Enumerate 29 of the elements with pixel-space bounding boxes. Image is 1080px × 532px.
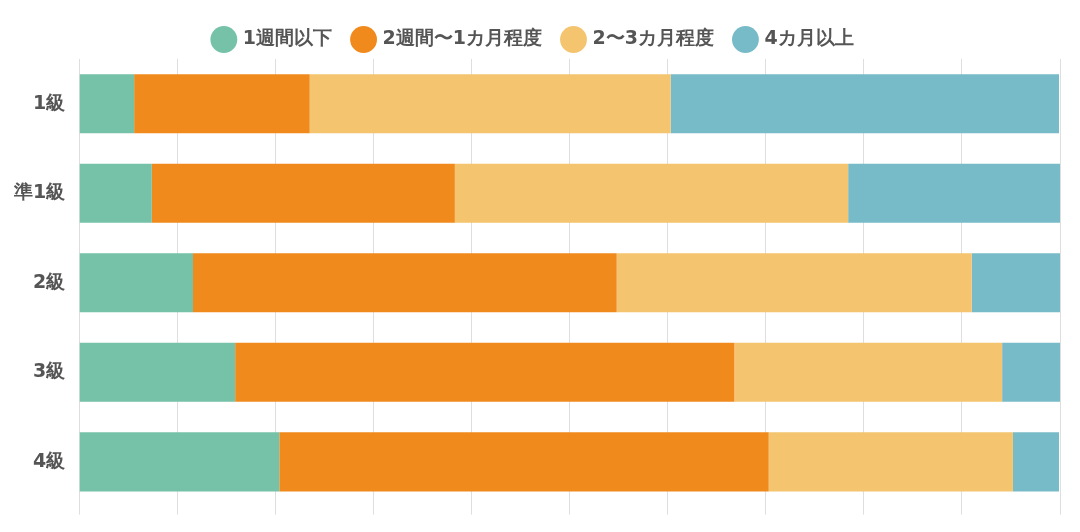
bar [616,253,972,313]
bar [79,253,193,313]
y-tick-label: 1級 [32,90,66,113]
bar [79,74,135,134]
bar [1002,342,1060,402]
bar [235,342,735,402]
y-tick-label: 3級 [32,359,66,382]
bar [670,74,1060,134]
bar [309,74,671,134]
bar [279,432,769,492]
bar [848,163,1060,223]
bar [134,74,310,134]
bar [971,253,1060,313]
bar [79,163,152,223]
bar [768,432,1013,492]
bar [454,163,849,223]
bar [79,432,280,492]
y-tick-label: 4級 [32,448,66,471]
y-tick-label: 2級 [32,269,66,292]
legend-label: 2〜3カ月程度 [592,26,714,49]
bar [1012,432,1060,492]
bar [734,342,1003,402]
legend-label: 4カ月以上 [764,26,854,49]
bar [192,253,617,313]
y-tick-label: 準1級 [12,180,66,203]
bar [151,163,455,223]
legend-label: 1週間以下 [242,26,333,49]
bar [79,342,236,402]
legend-label: 2週間〜1カ月程度 [382,26,543,49]
